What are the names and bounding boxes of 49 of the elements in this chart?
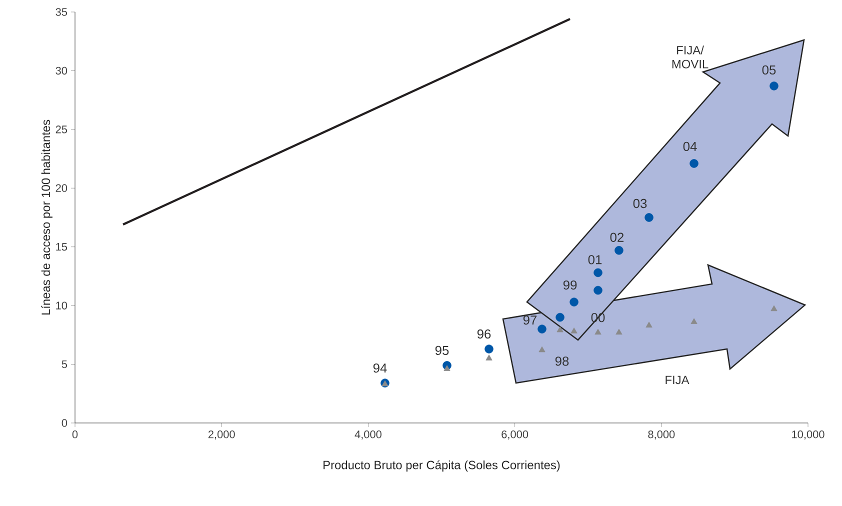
point xyxy=(570,298,578,306)
point xyxy=(614,246,624,255)
y-tick-label: 35 xyxy=(56,8,68,16)
point xyxy=(538,324,546,334)
point xyxy=(646,322,652,328)
y-tick-label: 5 xyxy=(62,360,68,368)
x-tick-label: 4,000 xyxy=(354,430,382,440)
annotation: 97 xyxy=(523,315,537,325)
annotation: 98 xyxy=(555,356,569,366)
y-tick-label: 15 xyxy=(56,243,68,251)
point xyxy=(570,328,578,334)
annotation: FIJA xyxy=(666,376,690,384)
x-tick-label: 0 xyxy=(72,430,78,438)
point xyxy=(484,344,494,354)
point xyxy=(594,268,602,278)
point xyxy=(444,365,450,371)
annotation: 03 xyxy=(633,198,647,208)
y-tick-label: 25 xyxy=(56,126,68,134)
annotation: 05 xyxy=(762,65,776,75)
x-axis-title: Producto Bruto per Cápita (Soles Corrientes) xyxy=(324,460,560,472)
annotation: 04 xyxy=(683,142,697,152)
annotation: 01 xyxy=(588,255,602,264)
point xyxy=(616,328,622,335)
point xyxy=(594,286,602,295)
x-tick-label: 6,000 xyxy=(502,430,528,440)
y-tick-label: 20 xyxy=(56,184,68,192)
y-tick-label: 0 xyxy=(62,419,68,427)
x-tick-label: 8,000 xyxy=(648,430,675,440)
point xyxy=(556,326,564,332)
annotation: 94 xyxy=(373,363,387,373)
annotation: 95 xyxy=(435,346,449,356)
point xyxy=(538,346,546,352)
x-tick-label: 10,000 xyxy=(792,430,824,440)
point xyxy=(690,159,698,168)
point xyxy=(594,328,602,335)
y-tick-label: 30 xyxy=(56,66,68,75)
point xyxy=(770,305,778,312)
annotation: 02 xyxy=(610,232,624,242)
point xyxy=(486,354,492,360)
annotation: 99 xyxy=(563,280,577,290)
annotation: FIJA/ MOVIL xyxy=(672,46,708,68)
y-axis-title: Líneas de acceso por 100 habitantes xyxy=(41,120,52,315)
x-tick-label: 2,000 xyxy=(208,430,235,440)
y-tick-label: 10 xyxy=(56,302,68,310)
point xyxy=(556,312,564,322)
point xyxy=(644,213,654,222)
point xyxy=(770,82,778,90)
annotation: 96 xyxy=(477,329,491,339)
point xyxy=(690,318,698,324)
